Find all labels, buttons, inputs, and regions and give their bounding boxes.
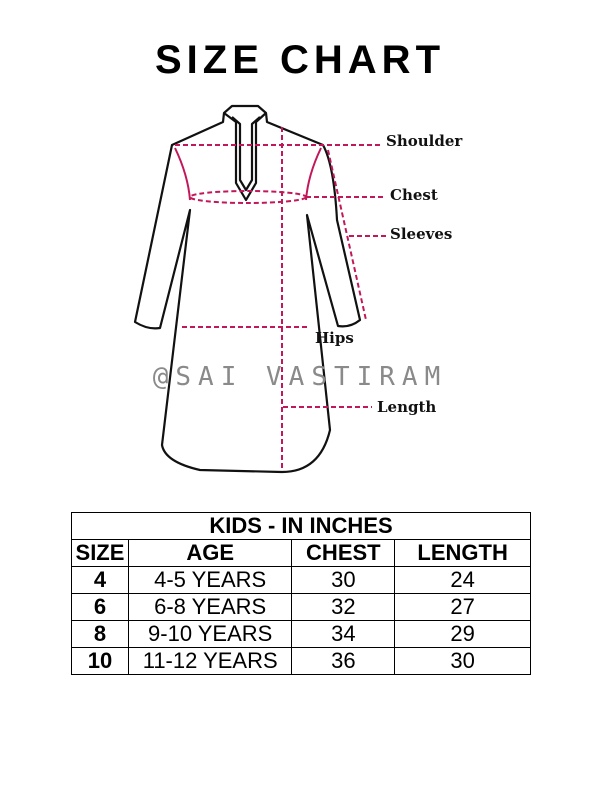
cell-length: 30	[394, 647, 531, 675]
kurta-outline	[133, 104, 362, 474]
size-table: KIDS - IN INCHES SIZE AGE CHEST LENGTH 4…	[71, 512, 531, 675]
cell-chest: 32	[291, 593, 396, 621]
cell-length: 29	[394, 620, 531, 648]
header-length: LENGTH	[394, 539, 531, 567]
shoulder-label: Shoulder	[386, 132, 463, 150]
table-row: 6 6-8 YEARS 32 27	[71, 593, 531, 621]
cell-size: 6	[71, 593, 129, 621]
table-row: 10 11-12 YEARS 36 30	[71, 647, 531, 675]
cell-length: 24	[394, 566, 531, 594]
cell-age: 4-5 YEARS	[127, 566, 293, 594]
cell-length: 27	[394, 593, 531, 621]
watermark: @SAI VASTIRAM	[153, 362, 448, 392]
header-age: AGE	[127, 539, 293, 567]
cell-age: 6-8 YEARS	[127, 593, 293, 621]
cell-age: 9-10 YEARS	[127, 620, 293, 648]
sleeves-line	[327, 149, 367, 321]
cell-chest: 36	[291, 647, 396, 675]
header-size: SIZE	[71, 539, 129, 567]
header-chest: CHEST	[291, 539, 396, 567]
table-row: 4 4-5 YEARS 30 24	[71, 566, 531, 594]
cell-size: 10	[71, 647, 129, 675]
sleeves-label: Sleeves	[390, 225, 452, 243]
measurement-lines	[175, 127, 388, 470]
cell-size: 8	[71, 620, 129, 648]
hips-label: Hips	[315, 329, 354, 347]
length-label: Length	[377, 398, 436, 416]
cell-age: 11-12 YEARS	[127, 647, 293, 675]
cell-size: 4	[71, 566, 129, 594]
table-caption: KIDS - IN INCHES	[71, 512, 531, 540]
kurta-measurement-diagram: Shoulder Chest Sleeves Hips Length @SAI …	[133, 104, 463, 474]
header-row: SIZE AGE CHEST LENGTH	[71, 539, 531, 567]
cell-chest: 34	[291, 620, 396, 648]
cell-chest: 30	[291, 566, 396, 594]
table-row: 8 9-10 YEARS 34 29	[71, 620, 531, 648]
page-title: SIZE CHART	[155, 38, 445, 82]
chest-label: Chest	[390, 186, 438, 204]
